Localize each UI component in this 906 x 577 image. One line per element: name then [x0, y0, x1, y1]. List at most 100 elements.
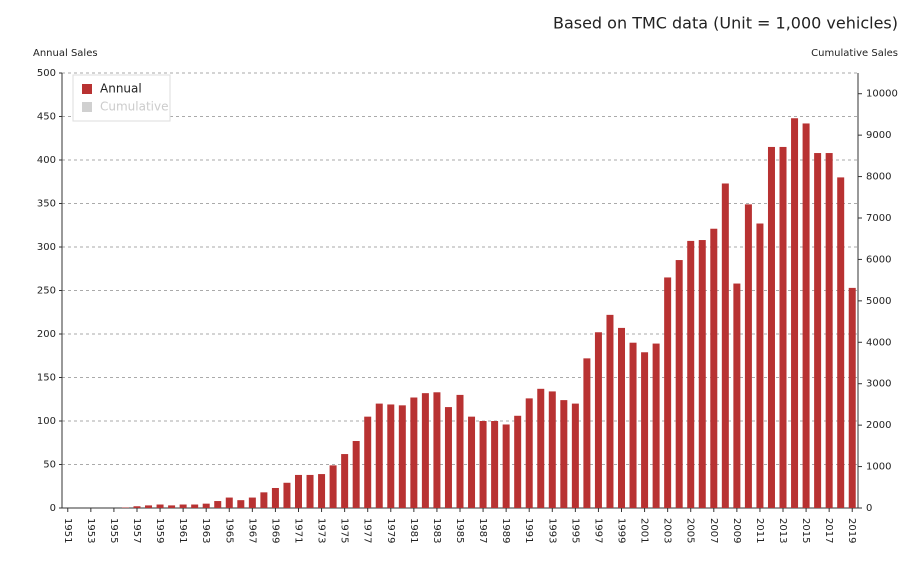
bar [837, 177, 845, 508]
bar [560, 400, 568, 508]
bar [341, 454, 349, 508]
x-tick-label: 1955 [108, 518, 119, 543]
bar [548, 391, 556, 508]
x-tick-label: 1953 [85, 518, 96, 543]
bar [629, 342, 637, 508]
bar [225, 497, 233, 508]
x-tick-label: 1981 [408, 518, 419, 543]
bar [606, 314, 614, 508]
bar [352, 441, 360, 508]
bar [294, 474, 302, 508]
x-tick-label: 1979 [385, 518, 396, 543]
bar [675, 260, 683, 508]
bar [502, 424, 510, 508]
bar [410, 397, 418, 508]
y2-tick-label: 9000 [866, 130, 891, 141]
y-tick-label: 100 [37, 416, 56, 427]
x-tick-label: 2019 [846, 518, 857, 543]
x-tick-label: 2001 [639, 518, 650, 543]
y2-tick-label: 8000 [866, 172, 891, 183]
x-tick-label: 1973 [316, 518, 327, 543]
bar [364, 416, 372, 508]
y-tick-label: 150 [37, 373, 56, 384]
x-tick-label: 2009 [731, 518, 742, 543]
y-tick-label: 200 [37, 329, 56, 340]
legend-box [72, 74, 171, 122]
bar [802, 123, 810, 509]
bar [514, 415, 522, 508]
y-tick-label: 0 [50, 503, 56, 514]
legend-label: Annual [100, 82, 142, 96]
bar [179, 504, 187, 508]
bar [767, 146, 775, 508]
x-tick-label: 1963 [200, 518, 211, 543]
bar [537, 388, 545, 508]
y-tick-label: 300 [37, 242, 56, 253]
legend-swatch [82, 102, 92, 112]
bar [202, 503, 210, 508]
bar [791, 118, 799, 509]
bar [191, 504, 199, 508]
y-tick-label: 400 [37, 155, 56, 166]
bar [133, 506, 141, 508]
bar [145, 505, 153, 508]
bar [583, 358, 591, 508]
bar [698, 240, 706, 509]
x-tick-label: 1997 [592, 518, 603, 543]
x-tick-label: 1985 [454, 518, 465, 543]
x-tick-label: 1989 [500, 518, 511, 543]
x-tick-label: 2011 [754, 518, 765, 543]
x-tick-label: 1969 [269, 518, 280, 543]
chart-title: Based on TMC data (Unit = 1,000 vehicles… [553, 14, 898, 33]
bar [491, 421, 499, 508]
bar [375, 403, 383, 508]
bar [468, 416, 476, 508]
bar [779, 146, 787, 508]
y2-tick-label: 0 [866, 503, 872, 514]
y-tick-label: 50 [43, 460, 56, 471]
x-tick-label: 2017 [823, 518, 834, 543]
y2-tick-label: 7000 [866, 213, 891, 224]
y2-axis-title: Cumulative Sales [811, 48, 898, 59]
bar [283, 482, 291, 508]
y-tick-label: 350 [37, 199, 56, 210]
y2-tick-label: 1000 [866, 462, 891, 473]
bar [329, 465, 337, 508]
x-tick-label: 1993 [546, 518, 557, 543]
bar [248, 497, 256, 508]
y-tick-label: 500 [37, 68, 56, 79]
bar [214, 501, 222, 508]
bar [825, 153, 833, 509]
bar [733, 283, 741, 508]
y-tick-label: 250 [37, 286, 56, 297]
x-tick-label: 1951 [62, 518, 73, 543]
x-tick-label: 2013 [777, 518, 788, 543]
y-axis-title: Annual Sales [33, 48, 98, 59]
bar [271, 487, 279, 508]
legend-swatch [82, 84, 92, 94]
bar [237, 500, 245, 508]
bar [398, 405, 406, 508]
bar [710, 228, 718, 509]
bar [652, 343, 660, 508]
bar [687, 240, 695, 508]
x-tick-label: 2007 [708, 518, 719, 543]
bar [387, 404, 395, 508]
x-tick-label: 2015 [800, 518, 811, 543]
x-tick-label: 1965 [223, 518, 234, 543]
x-tick-label: 1977 [362, 518, 373, 543]
bar [594, 332, 602, 508]
y2-tick-label: 2000 [866, 420, 891, 431]
x-tick-label: 2005 [685, 518, 696, 543]
bar [571, 403, 579, 508]
bar [814, 153, 822, 509]
x-tick-label: 1987 [477, 518, 488, 543]
bar [618, 327, 626, 508]
bar [444, 407, 452, 508]
x-tick-label: 1961 [177, 518, 188, 543]
legend-label: Cumulative [100, 100, 169, 114]
y2-tick-label: 3000 [866, 379, 891, 390]
bar [641, 352, 649, 508]
bar [664, 277, 672, 508]
